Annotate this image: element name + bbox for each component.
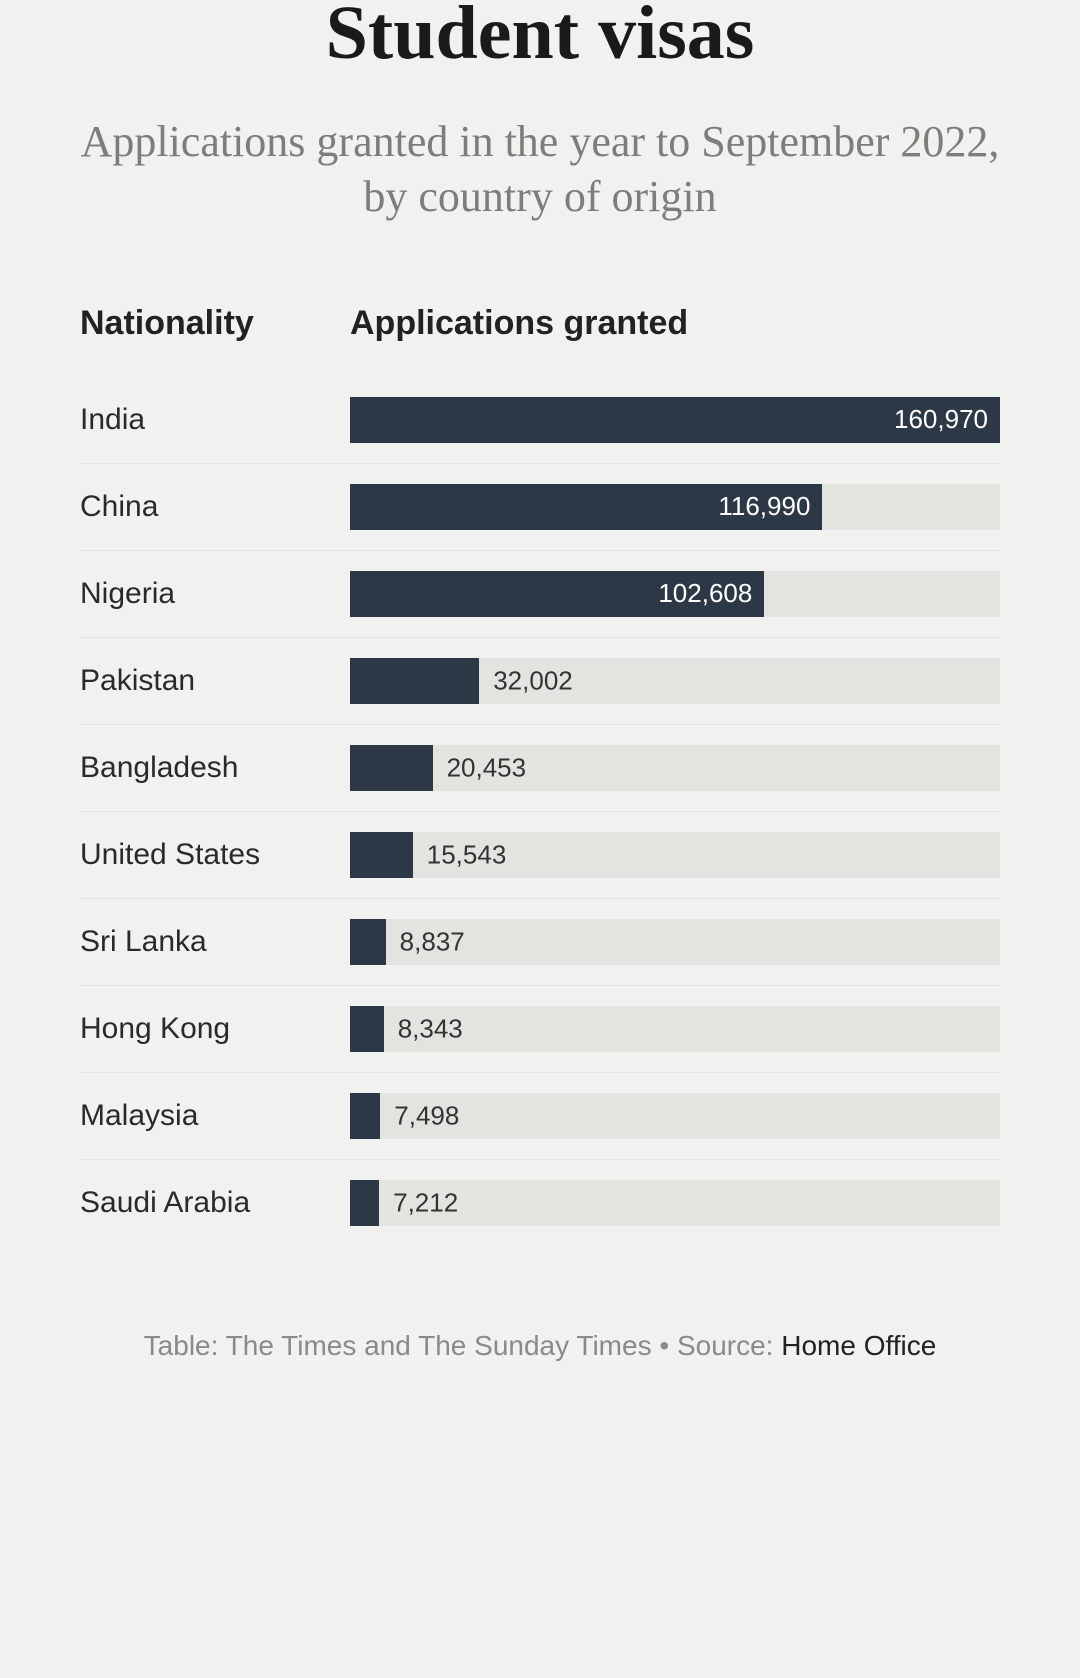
bar-fill — [350, 745, 433, 791]
bar-value: 160,970 — [894, 404, 988, 435]
header-applications: Applications granted — [350, 304, 1000, 343]
table-row: Nigeria 102,608 — [80, 550, 1000, 637]
row-label: India — [80, 403, 350, 437]
bar-cell: 7,212 — [350, 1180, 1000, 1226]
bar-cell: 102,608 — [350, 571, 1000, 617]
table-row: Saudi Arabia 7,212 — [80, 1159, 1000, 1246]
footer-credit: Table: The Times and The Sunday Times • … — [144, 1330, 782, 1361]
bar-track: 8,837 — [350, 919, 1000, 965]
bar-value: 20,453 — [447, 752, 527, 783]
chart-rows: India 160,970 China 116,990 Nigeria 102,608 Pa… — [80, 377, 1000, 1246]
bar-cell: 20,453 — [350, 745, 1000, 791]
bar-value: 7,498 — [394, 1100, 459, 1131]
table-row: Malaysia 7,498 — [80, 1072, 1000, 1159]
bar-value: 8,837 — [400, 926, 465, 957]
bar-track: 7,498 — [350, 1093, 1000, 1139]
header-nationality: Nationality — [80, 304, 350, 343]
bar-fill — [350, 1093, 380, 1139]
bar-fill — [350, 658, 479, 704]
bar-value: 116,990 — [718, 491, 810, 522]
bar-fill: 102,608 — [350, 571, 764, 617]
bar-track: 102,608 — [350, 571, 1000, 617]
bar-value: 102,608 — [658, 578, 752, 609]
bar-track: 15,543 — [350, 832, 1000, 878]
bar-cell: 8,837 — [350, 919, 1000, 965]
row-label: Saudi Arabia — [80, 1186, 350, 1220]
chart-title: Student visas — [80, 0, 1000, 74]
bar-cell: 116,990 — [350, 484, 1000, 530]
bar-track: 7,212 — [350, 1180, 1000, 1226]
bar-fill — [350, 832, 413, 878]
bar-track: 20,453 — [350, 745, 1000, 791]
bar-track: 32,002 — [350, 658, 1000, 704]
bar-cell: 32,002 — [350, 658, 1000, 704]
bar-value: 7,212 — [393, 1187, 458, 1218]
bar-value: 32,002 — [493, 665, 573, 696]
row-label: Pakistan — [80, 664, 350, 698]
table-row: China 116,990 — [80, 463, 1000, 550]
footer-source: Home Office — [781, 1330, 936, 1361]
bar-fill: 116,990 — [350, 484, 822, 530]
bar-fill — [350, 1180, 379, 1226]
bar-cell: 15,543 — [350, 832, 1000, 878]
row-label: United States — [80, 838, 350, 872]
row-label: Sri Lanka — [80, 925, 350, 959]
bar-chart: Nationality Applications granted India 16… — [80, 304, 1000, 1246]
column-headers: Nationality Applications granted — [80, 304, 1000, 377]
row-label: China — [80, 490, 350, 524]
bar-value: 15,543 — [427, 839, 507, 870]
table-row: Sri Lanka 8,837 — [80, 898, 1000, 985]
row-label: Hong Kong — [80, 1012, 350, 1046]
row-label: Nigeria — [80, 577, 350, 611]
chart-subtitle: Applications granted in the year to Sept… — [80, 114, 1000, 224]
row-label: Malaysia — [80, 1099, 350, 1133]
chart-container: Student visas Applications granted in th… — [0, 0, 1080, 1366]
bar-fill — [350, 1006, 384, 1052]
bar-value: 8,343 — [398, 1013, 463, 1044]
chart-footer: Table: The Times and The Sunday Times • … — [80, 1326, 1000, 1367]
bar-fill — [350, 919, 386, 965]
bar-fill: 160,970 — [350, 397, 1000, 443]
table-row: Hong Kong 8,343 — [80, 985, 1000, 1072]
bar-cell: 7,498 — [350, 1093, 1000, 1139]
table-row: Bangladesh 20,453 — [80, 724, 1000, 811]
table-row: United States 15,543 — [80, 811, 1000, 898]
row-label: Bangladesh — [80, 751, 350, 785]
bar-cell: 8,343 — [350, 1006, 1000, 1052]
bar-track: 160,970 — [350, 397, 1000, 443]
table-row: Pakistan 32,002 — [80, 637, 1000, 724]
bar-track: 116,990 — [350, 484, 1000, 530]
bar-cell: 160,970 — [350, 397, 1000, 443]
bar-track: 8,343 — [350, 1006, 1000, 1052]
table-row: India 160,970 — [80, 377, 1000, 463]
